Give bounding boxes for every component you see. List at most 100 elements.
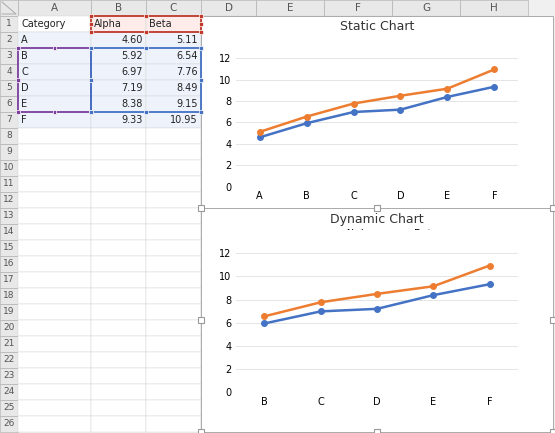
Bar (392, 416, 460, 432)
Alpha (430, 293, 437, 298)
Bar (91, 368, 146, 384)
Bar (324, 144, 392, 160)
Bar (392, 288, 460, 304)
Bar (256, 208, 324, 224)
Bar (18, 224, 91, 240)
Text: 10.95: 10.95 (170, 115, 198, 125)
Bar (201, 64, 256, 80)
Bar (460, 0, 528, 16)
Bar (201, 128, 256, 144)
Alpha (491, 84, 498, 89)
Bar (91, 144, 146, 160)
Bar (0, 320, 18, 336)
Bar (201, 112, 256, 128)
Bar (460, 240, 528, 256)
Bar (146, 416, 201, 432)
Bar (256, 64, 324, 80)
Bar (146, 192, 201, 208)
Bar (91, 240, 146, 256)
Text: 8: 8 (6, 132, 12, 140)
Bar (256, 352, 324, 368)
Bar (324, 96, 392, 112)
Bar (18, 400, 91, 416)
Bar (198, 429, 204, 433)
Bar (18, 416, 91, 432)
Bar (201, 96, 256, 112)
Bar (91, 224, 146, 240)
Bar (18, 16, 91, 32)
Bar (392, 224, 460, 240)
Bar (256, 336, 324, 352)
Bar (460, 96, 528, 112)
Bar (324, 400, 392, 416)
Bar (201, 32, 256, 48)
Bar (460, 224, 528, 240)
Text: 20: 20 (3, 323, 14, 333)
Bar (201, 208, 256, 224)
Legend: Alpha, Beta: Alpha, Beta (311, 225, 442, 243)
Beta (317, 300, 324, 305)
Text: 4.60: 4.60 (122, 35, 143, 45)
Bar (91, 384, 146, 400)
Bar (18, 32, 91, 48)
Bar (324, 176, 392, 192)
Bar (18, 192, 91, 208)
Bar (201, 160, 256, 176)
Text: 9.15: 9.15 (176, 99, 198, 109)
Bar (201, 352, 256, 368)
Bar (460, 304, 528, 320)
Bar (146, 96, 201, 112)
Bar (392, 272, 460, 288)
Bar (0, 96, 18, 112)
Bar (146, 240, 201, 256)
Text: 2: 2 (6, 36, 12, 45)
Bar (256, 416, 324, 432)
Text: A: A (51, 3, 58, 13)
Bar (0, 240, 18, 256)
Bar (89, 30, 93, 34)
Bar (0, 288, 18, 304)
Bar (91, 304, 146, 320)
Bar (550, 205, 555, 211)
Bar (392, 336, 460, 352)
Bar (256, 240, 324, 256)
Bar (91, 64, 146, 80)
Bar (460, 400, 528, 416)
Bar (89, 46, 93, 50)
Bar (91, 48, 146, 64)
Bar (0, 336, 18, 352)
Bar (18, 96, 91, 112)
Bar (146, 400, 201, 416)
Text: 8.49: 8.49 (176, 83, 198, 93)
Bar (146, 176, 201, 192)
Bar (18, 336, 91, 352)
Bar (392, 80, 460, 96)
Bar (199, 78, 203, 82)
Bar (392, 320, 460, 336)
Bar (201, 80, 256, 96)
Bar (91, 208, 146, 224)
Text: 23: 23 (3, 372, 14, 381)
Alpha (444, 94, 451, 100)
Bar (16, 110, 20, 114)
Bar (392, 384, 460, 400)
Bar (91, 192, 146, 208)
Bar (16, 78, 20, 82)
Bar (256, 176, 324, 192)
Bar (91, 336, 146, 352)
Bar (460, 256, 528, 272)
Bar (256, 256, 324, 272)
Beta (444, 86, 451, 91)
Bar (324, 0, 392, 16)
Bar (146, 48, 201, 64)
Bar (199, 22, 203, 26)
Text: 16: 16 (3, 259, 15, 268)
Bar (91, 96, 146, 112)
Bar (324, 240, 392, 256)
Text: D: D (225, 3, 233, 13)
Bar (0, 352, 18, 368)
Bar (392, 176, 460, 192)
Text: 17: 17 (3, 275, 15, 284)
Text: 3: 3 (6, 52, 12, 61)
Bar (18, 0, 91, 16)
